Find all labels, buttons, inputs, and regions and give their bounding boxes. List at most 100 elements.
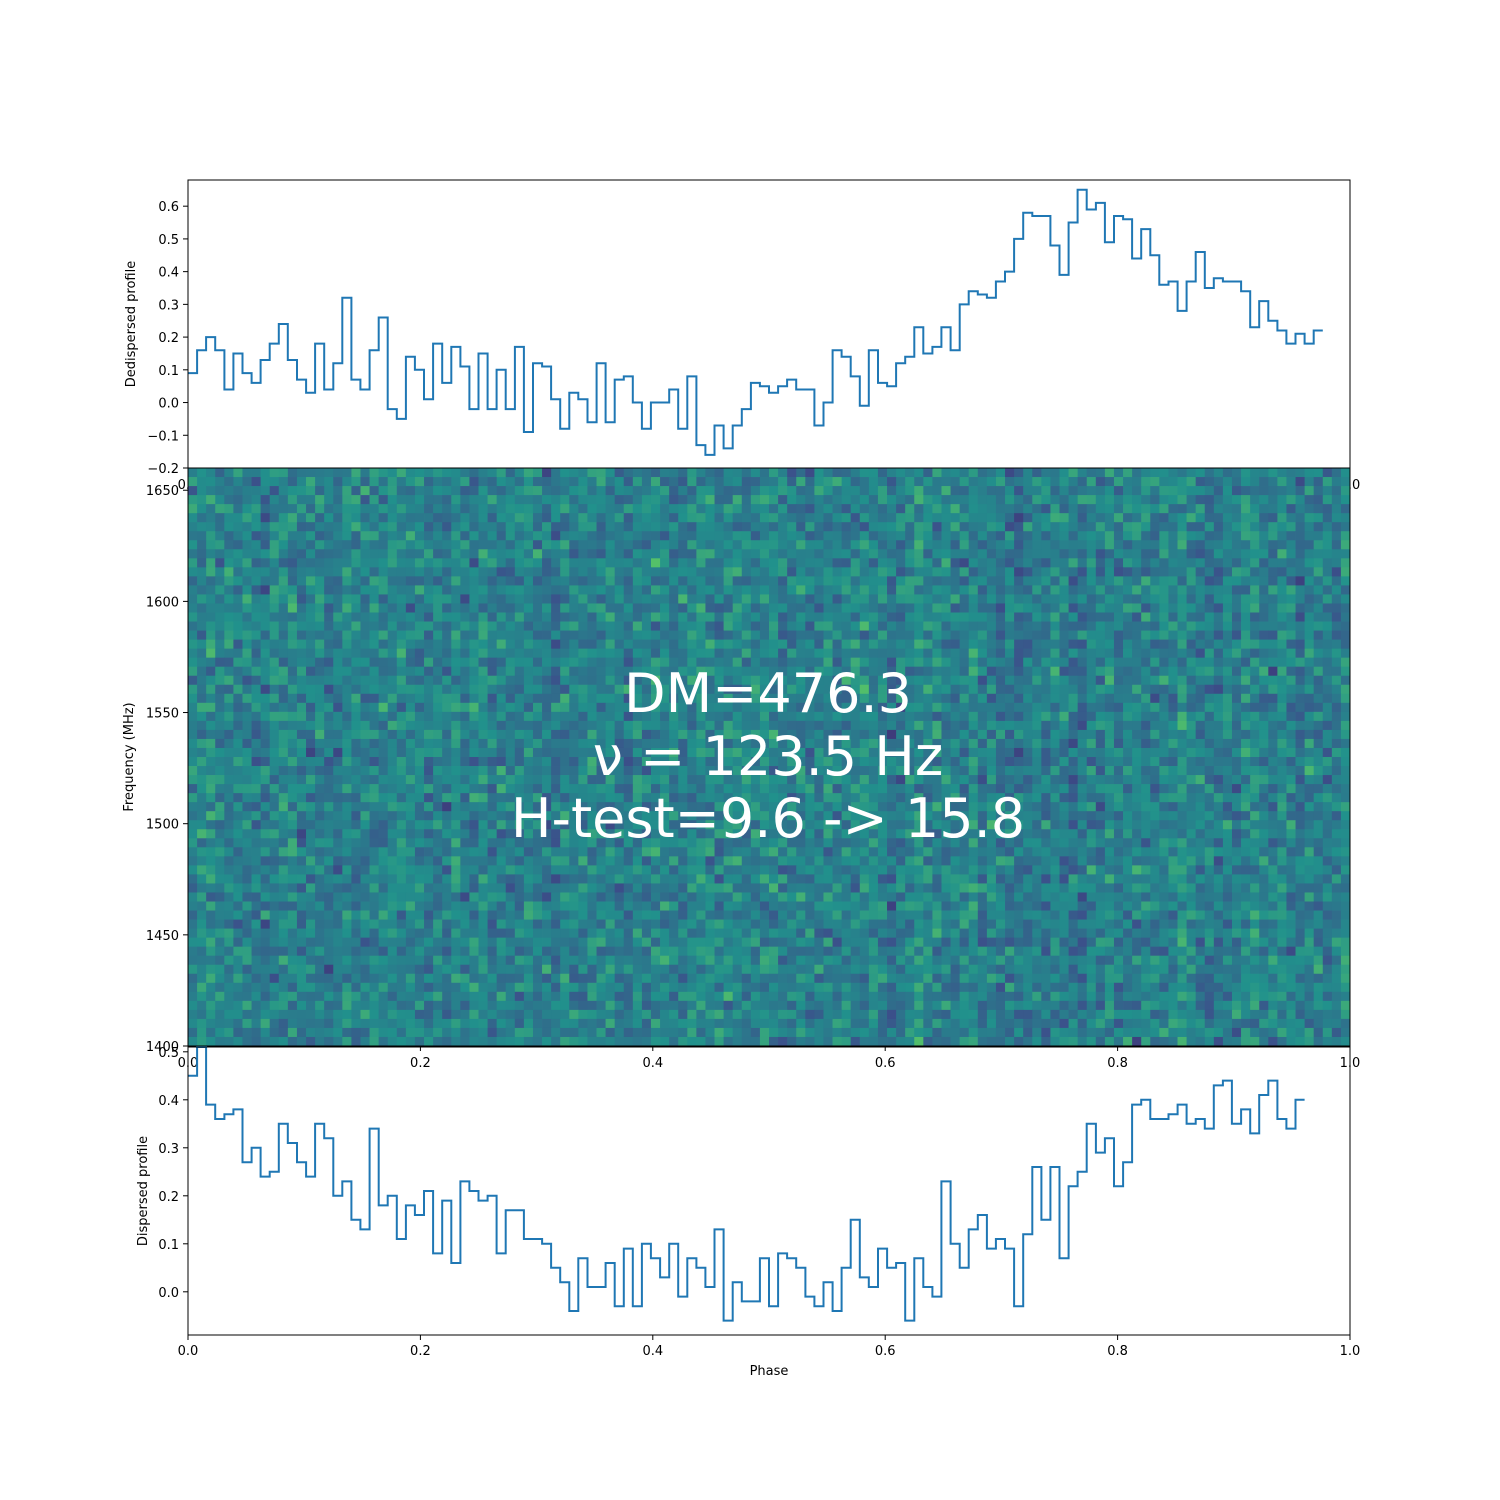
heatmap-cell	[197, 766, 207, 776]
heatmap-cell	[342, 549, 352, 559]
heatmap-cell	[923, 729, 933, 740]
heatmap-cell	[1286, 793, 1296, 803]
heatmap-cell	[1032, 802, 1042, 812]
heatmap-cell	[932, 693, 942, 704]
heatmap-cell	[941, 513, 951, 523]
heatmap-cell	[877, 549, 888, 559]
heatmap-cell	[1186, 567, 1197, 577]
heatmap-cell	[832, 531, 843, 541]
heatmap-cell	[1050, 495, 1060, 505]
heatmap-cell	[1268, 576, 1278, 586]
heatmap-cell	[868, 693, 879, 704]
heatmap-cell	[1032, 522, 1042, 532]
heatmap-cell	[923, 603, 933, 613]
heatmap-cell	[414, 720, 425, 731]
heatmap-cell	[414, 495, 425, 505]
heatmap-cell	[769, 802, 779, 812]
heatmap-cell	[968, 630, 979, 640]
heatmap-cell	[778, 720, 788, 731]
heatmap-cell	[660, 477, 670, 487]
heatmap-cell	[1177, 729, 1187, 740]
heatmap-cell	[932, 468, 942, 478]
heatmap-cell	[859, 711, 870, 722]
heatmap-cell	[714, 775, 725, 785]
heatmap-cell	[1050, 558, 1060, 568]
heatmap-cell	[959, 693, 970, 704]
heatmap-cell	[877, 513, 888, 523]
heatmap-cell	[977, 594, 988, 604]
heatmap-cell	[1168, 612, 1178, 622]
heatmap-cell	[315, 477, 325, 487]
heatmap-cell	[1177, 585, 1187, 595]
heatmap-cell	[995, 522, 1006, 532]
heatmap-cell	[1213, 477, 1224, 487]
heatmap-cell	[1141, 468, 1151, 478]
heatmap-cell	[1277, 495, 1287, 505]
heatmap-cell	[805, 648, 815, 659]
heatmap-cell	[342, 540, 352, 550]
heatmap-cell	[1141, 585, 1151, 595]
heatmap-cell	[660, 468, 670, 478]
heatmap-cell	[260, 784, 271, 794]
heatmap-cell	[1005, 720, 1015, 731]
heatmap-cell	[287, 594, 298, 604]
heatmap-cell	[1304, 639, 1315, 650]
heatmap-cell	[1277, 531, 1287, 541]
heatmap-cell	[850, 729, 861, 740]
heatmap-cell	[233, 639, 243, 650]
heatmap-cell	[378, 486, 389, 496]
heatmap-cell	[387, 711, 398, 722]
heatmap-cell	[1168, 603, 1178, 613]
heatmap-cell	[514, 495, 525, 505]
heatmap-cell	[206, 468, 216, 478]
heatmap-cell	[233, 666, 243, 677]
heatmap-cell	[569, 621, 579, 631]
heatmap-cell	[723, 531, 734, 541]
heatmap-cell	[914, 531, 924, 541]
heatmap-cell	[1086, 639, 1097, 650]
heatmap-cell	[678, 477, 688, 487]
heatmap-cell	[1150, 684, 1160, 695]
heatmap-cell	[1150, 747, 1160, 758]
heatmap-cell	[1032, 540, 1042, 550]
heatmap-cell	[1231, 666, 1242, 677]
heatmap-cell	[1241, 747, 1251, 758]
heatmap-cell	[360, 757, 370, 767]
heatmap-cell	[1241, 702, 1251, 713]
heatmap-cell	[986, 486, 997, 496]
heatmap-cell	[542, 585, 552, 595]
heatmap-cell	[487, 793, 498, 803]
heatmap-cell	[1313, 576, 1324, 586]
heatmap-cell	[905, 549, 915, 559]
heatmap-cell	[1177, 513, 1187, 523]
heatmap-cell	[932, 558, 942, 568]
heatmap-cell	[233, 693, 243, 704]
heatmap-cell	[759, 477, 770, 487]
heatmap-cell	[197, 684, 207, 695]
heatmap-cell	[269, 477, 280, 487]
heatmap-cell	[887, 504, 897, 514]
heatmap-cell	[1014, 612, 1024, 622]
heatmap-cell	[759, 775, 770, 785]
heatmap-cell	[887, 522, 897, 532]
heatmap-cell	[1086, 684, 1097, 695]
heatmap-cell	[705, 811, 715, 821]
heatmap-cell	[296, 603, 307, 613]
heatmap-cell	[932, 747, 942, 758]
heatmap-cell	[1023, 603, 1033, 613]
heatmap-cell	[433, 793, 443, 803]
heatmap-cell	[841, 657, 852, 668]
heatmap-cell	[1141, 621, 1151, 631]
heatmap-cell	[1123, 513, 1133, 523]
heatmap-cell	[1059, 522, 1069, 532]
heatmap-cell	[741, 567, 752, 577]
heatmap-cell	[1250, 775, 1260, 785]
heatmap-cell	[1222, 802, 1233, 812]
heatmap-cell	[705, 585, 715, 595]
heatmap-cell	[769, 666, 779, 677]
heatmap-cell	[433, 666, 443, 677]
heatmap-cell	[759, 639, 770, 650]
heatmap-cell	[251, 811, 262, 821]
heatmap-cell	[351, 477, 361, 487]
heatmap-cell	[850, 666, 861, 677]
